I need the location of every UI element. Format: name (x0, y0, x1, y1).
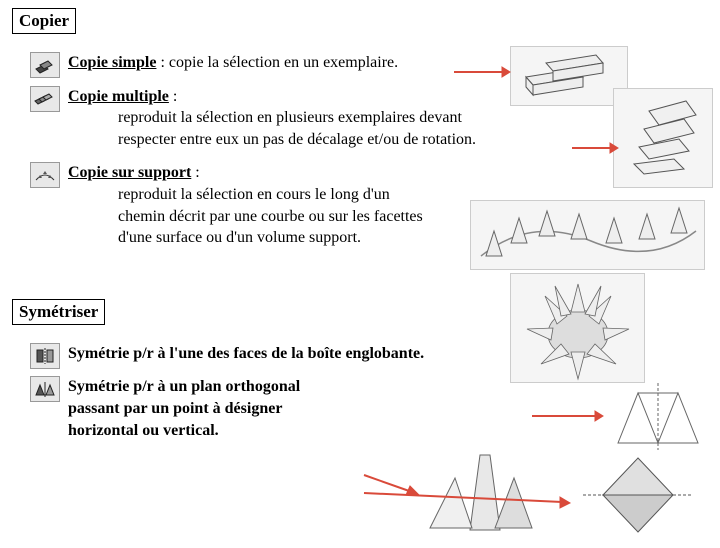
desc-copie-multiple-2a: reproduit la sélection en plusieurs exem… (118, 107, 490, 129)
desc-copie-support-2c: d'une surface ou d'un volume support. (118, 227, 490, 249)
arrow-copie-multiple (570, 138, 620, 158)
term-symetrie-plan-l2: passant par un point à désigner (68, 398, 400, 420)
term-symetrie-plan: Symétrie p/r à un plan orthogonal (68, 376, 400, 398)
entry-copie-multiple: Copie multiple : reproduit la sélection … (30, 86, 490, 151)
copy-support-icon (30, 162, 60, 188)
section-header-symetriser: Symétriser (12, 299, 105, 325)
illus-copie-multiple (613, 88, 713, 188)
illus-copie-simple (510, 46, 628, 106)
desc-copie-support-2a: reproduit la sélection en cours le long … (118, 184, 490, 206)
copy-multiple-icon (30, 86, 60, 112)
desc-copie-simple: : copie la sélection en un exemplaire. (156, 54, 398, 71)
entry-copie-simple: Copie simple : copie la sélection en un … (30, 52, 490, 74)
arrow-symetrie-plan-2 (362, 488, 572, 518)
term-symetrie-boite: Symétrie p/r à l'une des faces de la boî… (68, 345, 424, 362)
term-copie-support: Copie sur support (68, 164, 191, 181)
illus-copie-support-curve (470, 200, 705, 270)
copy-simple-icon (30, 52, 60, 78)
entry-symetrie-plan: Symétrie p/r à un plan orthogonal passan… (30, 376, 400, 441)
term-copie-multiple: Copie multiple (68, 88, 169, 105)
section-header-copier: Copier (12, 8, 76, 34)
arrow-symetrie-boite (530, 406, 605, 426)
entry-copie-support: Copie sur support : reproduit la sélecti… (30, 162, 490, 248)
term-symetrie-plan-l3: horizontal ou vertical. (68, 420, 400, 442)
illus-symetrie-plan-2 (568, 450, 708, 542)
arrow-copie-simple (452, 62, 512, 82)
desc-copie-support-2b: chemin décrit par une courbe ou sur les … (118, 206, 490, 228)
symmetry-plane-icon (30, 376, 60, 402)
symmetry-box-icon (30, 343, 60, 369)
illus-copie-support-sphere (510, 273, 645, 383)
term-copie-simple: Copie simple (68, 54, 156, 71)
illus-symetrie-boite (603, 378, 713, 458)
desc-copie-multiple: : (169, 88, 177, 105)
desc-copie-multiple-2b: respecter entre eux un pas de décalage e… (118, 129, 490, 151)
desc-copie-support: : (191, 164, 199, 181)
entry-symetrie-boite: Symétrie p/r à l'une des faces de la boî… (30, 343, 520, 365)
